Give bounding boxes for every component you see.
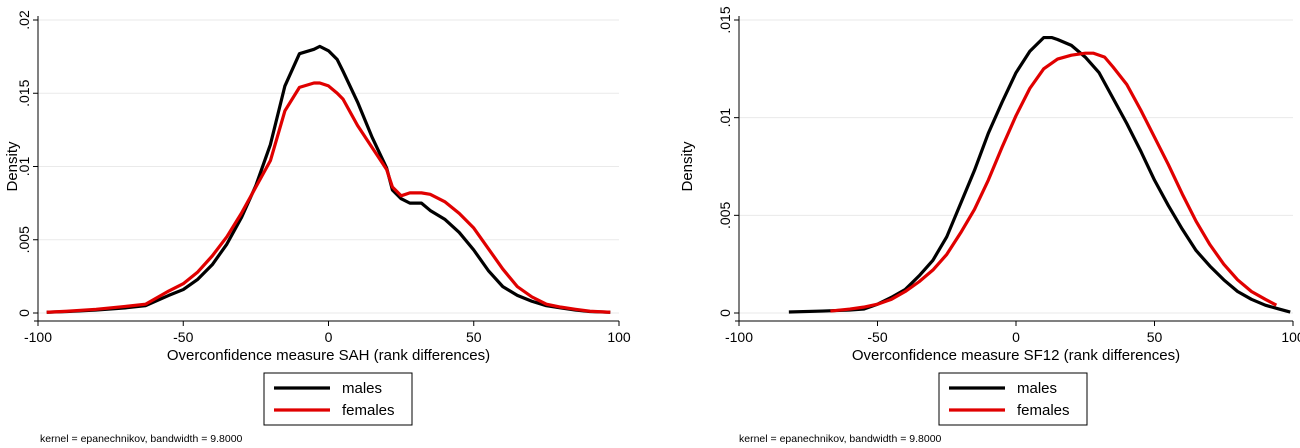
series-line-males [788, 35, 1291, 314]
x-tick-label: 50 [466, 329, 482, 345]
kernel-note: kernel = epanechnikov, bandwidth = 9.800… [40, 433, 243, 445]
y-axis-title: Density [679, 141, 696, 192]
density-chart-sf12: 0 .005 .01 .015 -100 -50 0 50 100 Overconfidence … [679, 6, 1300, 445]
series-line-males [46, 44, 611, 314]
legend-box [263, 372, 413, 426]
x-tick-label: -100 [24, 329, 52, 345]
x-tick-label: 0 [1012, 329, 1020, 345]
x-tick-label: 0 [325, 329, 333, 345]
density-chart-sah: 0 .005 .01 .015 .02 -100 -50 0 50 100 Overconfiden… [4, 10, 631, 445]
x-tick-label: 100 [607, 329, 631, 345]
legend-label-males: males [1017, 380, 1057, 397]
x-tick-label: 100 [1281, 329, 1300, 345]
series-line-females [830, 51, 1278, 313]
x-tick-label: -50 [173, 329, 193, 345]
y-tick-label: 0 [717, 309, 733, 317]
y-tick-label: .015 [717, 6, 733, 33]
chart-panel-sah: 0 .005 .01 .015 .02 -100 -50 0 50 100 Overconfiden… [4, 10, 631, 445]
legend-label-males: males [342, 380, 382, 397]
x-tick-label: -50 [867, 329, 887, 345]
y-axis-title: Density [4, 141, 21, 192]
series-line-females [46, 81, 611, 314]
y-tick-label: .02 [16, 10, 32, 30]
x-axis-title: Overconfidence measure SF12 (rank differ… [852, 347, 1180, 364]
x-axis-title: Overconfidence measure SAH (rank differe… [167, 347, 490, 364]
x-tick-label: 50 [1147, 329, 1163, 345]
y-tick-label: .01 [16, 157, 32, 177]
x-tick-label: -100 [725, 329, 753, 345]
y-tick-label: .005 [717, 201, 733, 228]
y-tick-label: 0 [16, 309, 32, 317]
kernel-note: kernel = epanechnikov, bandwidth = 9.800… [739, 433, 942, 445]
y-tick-label: .01 [717, 108, 733, 128]
legend-box [938, 372, 1088, 426]
chart-panel-sf12: 0 .005 .01 .015 -100 -50 0 50 100 Overconfidence … [650, 0, 1300, 448]
y-tick-label: .015 [16, 79, 32, 106]
legend-label-females: females [342, 402, 395, 419]
y-tick-label: .005 [16, 226, 32, 253]
legend-label-females: females [1017, 402, 1070, 419]
